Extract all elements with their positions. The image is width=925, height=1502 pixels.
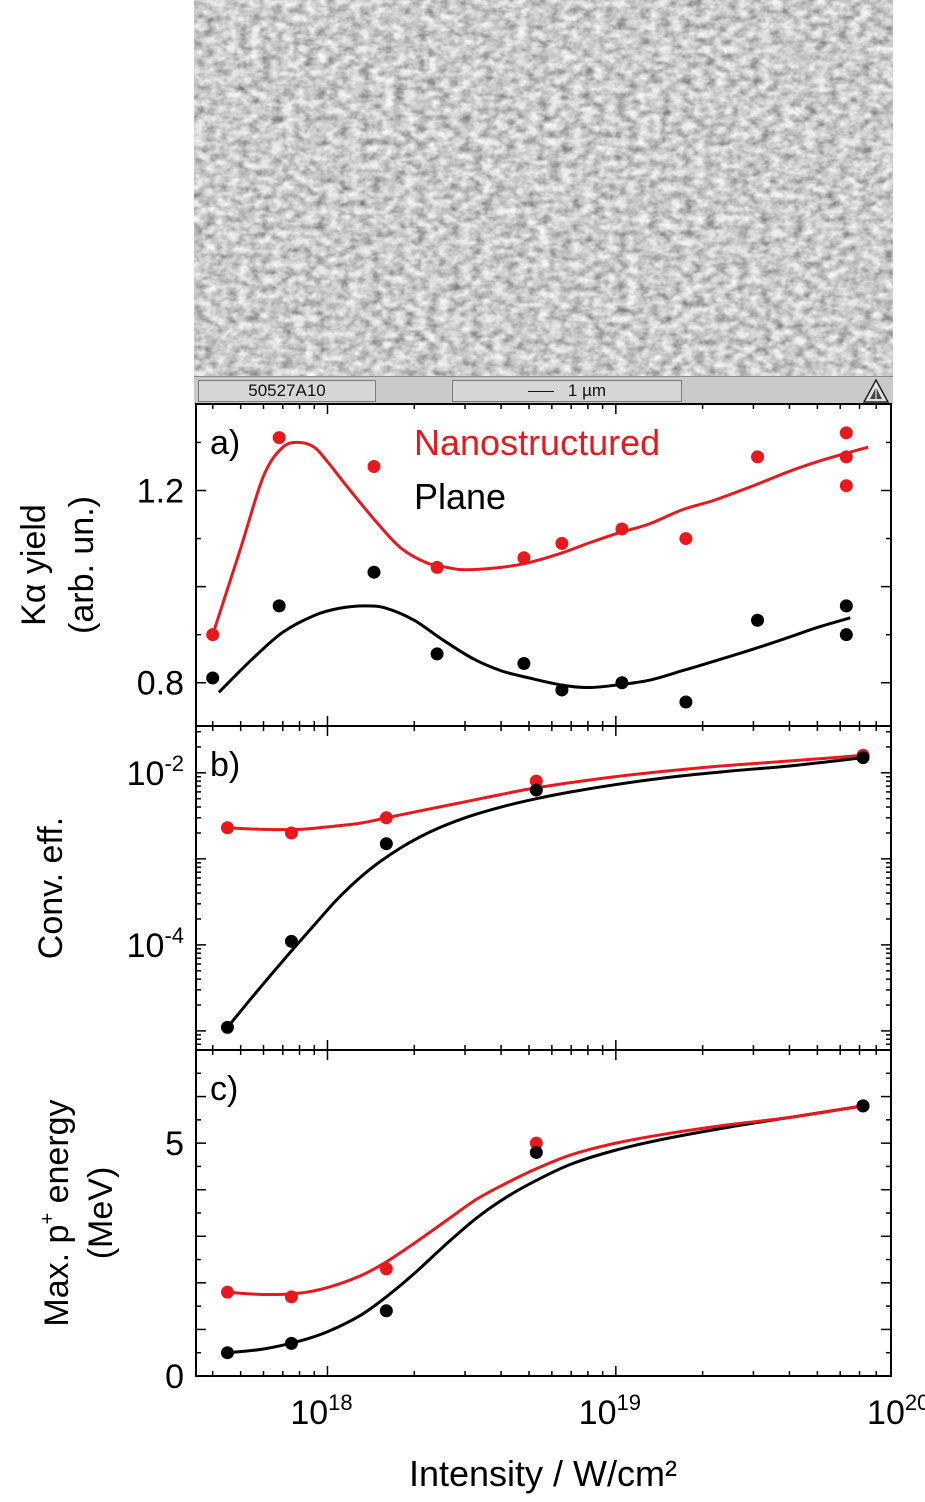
fit-line-plane: [226, 756, 864, 1029]
y-tick-label: 5: [165, 1125, 184, 1163]
sem-micrograph: [194, 0, 893, 376]
plot-frame: [195, 725, 892, 1051]
y-axis-label-unit: (MeV): [82, 1167, 120, 1260]
panel-label: c): [210, 1070, 238, 1108]
fit-line-plane: [217, 604, 851, 694]
panel-c: 0 5 c) Max. p+ energy(MeV): [37, 1049, 892, 1396]
data-point-nanostructured: [555, 536, 569, 550]
fit-line-plane: [227, 1104, 864, 1355]
data-point-plane: [220, 1020, 234, 1034]
panel-a: 0.8 1.2 a) Kα yield (arb. un.): [15, 403, 892, 727]
data-point-plane: [430, 647, 444, 661]
legend: Nanostructured Plane: [414, 422, 660, 517]
plot-frame: [195, 1049, 892, 1377]
data-point-nanostructured: [272, 431, 286, 445]
legend-entry-nanostructured: Nanostructured: [414, 422, 660, 463]
data-point-plane: [555, 683, 569, 697]
data-point-nanostructured: [517, 551, 531, 565]
data-point-plane: [220, 1346, 234, 1360]
y-tick-label: 0: [165, 1358, 184, 1396]
data-point-nanostructured: [839, 426, 853, 440]
data-point-plane: [856, 1099, 870, 1113]
data-point-plane: [517, 657, 531, 671]
data-point-nanostructured: [615, 522, 629, 536]
data-point-nanostructured: [367, 459, 381, 473]
data-point-plane: [529, 783, 543, 797]
panel-label: a): [210, 424, 240, 462]
data-point-plane: [751, 613, 765, 627]
sem-sample-id: 50527A10: [198, 380, 376, 402]
x-tick-label: 1020: [867, 1390, 925, 1432]
sem-scale-bar: 1 µm: [452, 380, 682, 402]
panel-label: b): [210, 746, 240, 784]
data-point-plane: [529, 1145, 543, 1159]
data-point-plane: [856, 751, 870, 765]
y-tick-label: 1.2: [137, 473, 184, 511]
data-point-plane: [284, 1336, 298, 1350]
data-point-plane: [206, 671, 220, 685]
y-axis-label: Conv. eff.: [32, 817, 70, 959]
data-point-plane: [379, 1304, 393, 1318]
data-point-nanostructured: [284, 826, 298, 840]
data-point-nanostructured: [751, 450, 765, 464]
y-tick-label: 0.8: [137, 665, 184, 703]
y-axis-label: Kα yield: [15, 504, 53, 626]
data-point-plane: [839, 628, 853, 642]
sem-info-bar: 50527A10 1 µm: [194, 376, 893, 404]
data-point-nanostructured: [206, 628, 220, 642]
data-point-nanostructured: [529, 774, 543, 788]
legend-entry-plane: Plane: [414, 476, 506, 517]
fit-line-nanostructured: [211, 440, 869, 636]
data-point-nanostructured: [284, 1290, 298, 1304]
fit-line-nanostructured: [227, 1104, 864, 1297]
data-point-nanostructured: [839, 479, 853, 493]
fit-line-nanostructured: [227, 753, 864, 832]
y-axis-label-unit: (arb. un.): [63, 496, 101, 634]
microscope-logo-icon: [863, 379, 889, 403]
data-point-nanostructured: [220, 1285, 234, 1299]
data-point-plane: [839, 599, 853, 613]
panel-b: 10-4 10-2 b) Conv. eff.: [32, 725, 892, 1051]
data-point-nanostructured: [220, 821, 234, 835]
data-point-plane: [615, 676, 629, 690]
data-point-plane: [679, 695, 693, 709]
data-point-plane: [284, 934, 298, 948]
data-point-plane: [379, 837, 393, 851]
data-point-nanostructured: [379, 811, 393, 825]
y-tick-label: 10-2: [127, 751, 184, 793]
x-axis-label: Intensity / W/cm²: [409, 1453, 677, 1494]
scale-bar-label: 1 µm: [567, 381, 607, 400]
data-point-nanostructured: [839, 450, 853, 464]
x-tick-label: 1018: [290, 1390, 352, 1432]
data-point-nanostructured: [379, 1262, 393, 1276]
x-tick-label: 1019: [579, 1390, 641, 1432]
data-point-nanostructured: [679, 532, 693, 546]
data-point-plane: [272, 599, 286, 613]
data-point-nanostructured: [430, 560, 444, 574]
scale-bar-line: [527, 391, 554, 393]
data-point-nanostructured: [529, 1136, 543, 1150]
y-axis-label: Max. p+ energy: [37, 1099, 76, 1326]
y-tick-label: 10-4: [127, 923, 184, 965]
data-point-plane: [367, 565, 381, 579]
